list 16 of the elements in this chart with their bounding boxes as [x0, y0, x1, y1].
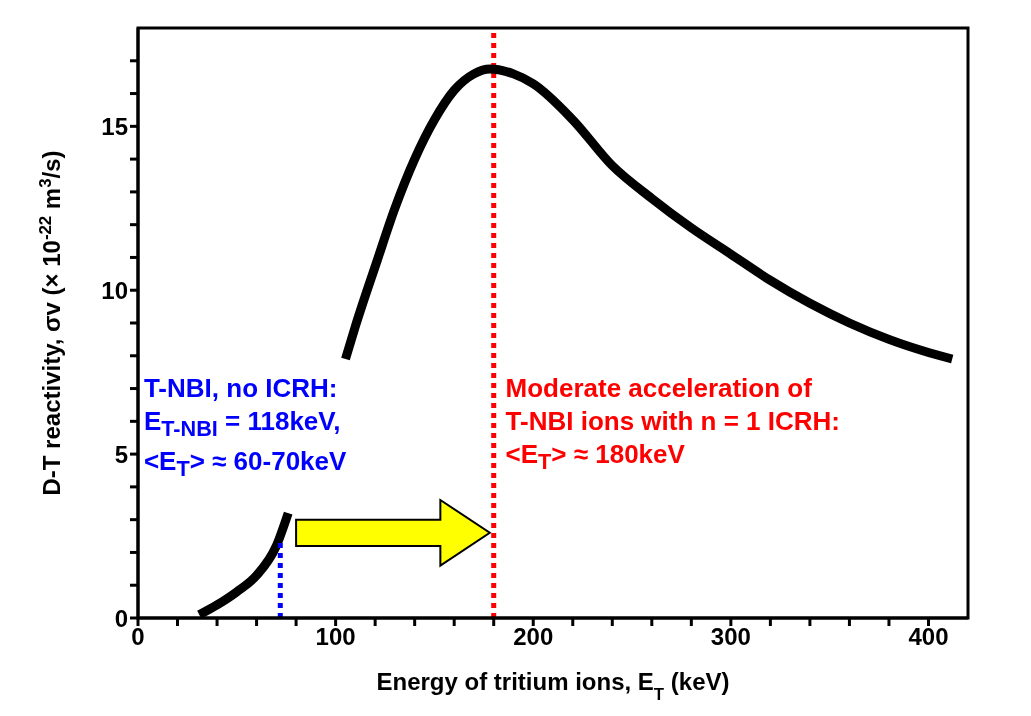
- annotation: Moderate acceleration of: [505, 372, 813, 406]
- x-tick-label: 300: [710, 623, 751, 651]
- y-tick-label: 5: [114, 440, 128, 468]
- y-tick-label: 15: [101, 112, 128, 140]
- x-tick-label: 400: [908, 623, 949, 651]
- x-axis-title: Energy of tritium ions, E$_{T}$ (keV): [376, 668, 730, 704]
- annotation: E$_{T-NBI}$ = 118keV,: [143, 405, 342, 444]
- y-tick-label: 0: [114, 604, 128, 632]
- annotation: T-NBI ions with n = 1 ICRH:: [505, 405, 840, 439]
- annotation: <E$_{T}$> ≈ 60-70keV: [143, 445, 347, 484]
- x-tick-label: 100: [315, 623, 356, 651]
- x-tick-label: 0: [131, 623, 145, 651]
- y-tick-label: 10: [101, 276, 128, 304]
- x-tick-label: 200: [513, 623, 554, 651]
- annotation: T-NBI, no ICRH:: [143, 372, 339, 406]
- annotation: <E$_{T}$> ≈ 180keV: [505, 438, 686, 477]
